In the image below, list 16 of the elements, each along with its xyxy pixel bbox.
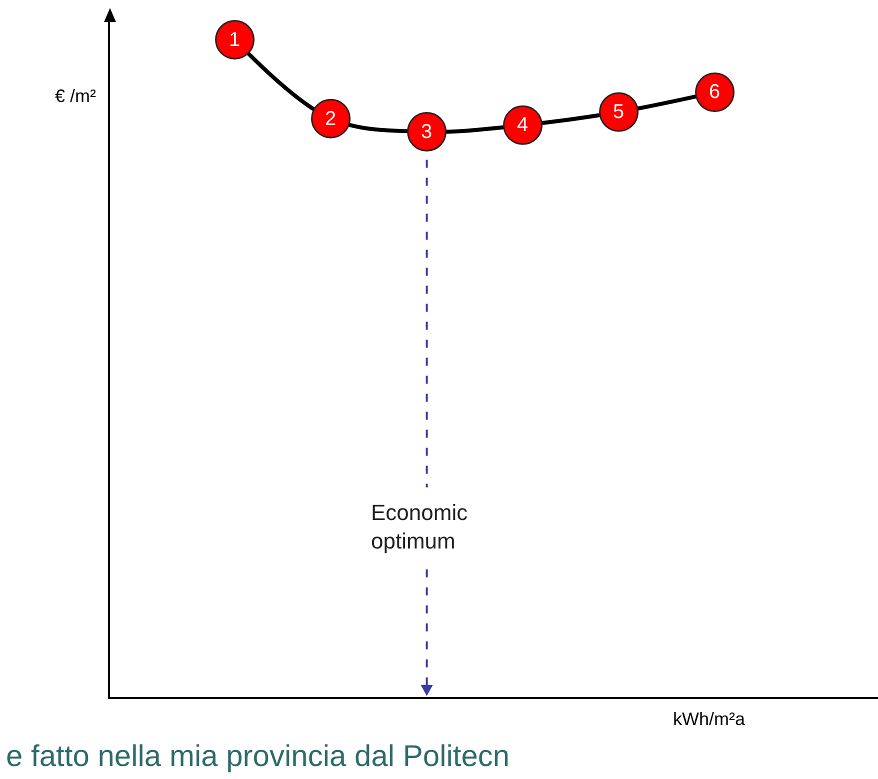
- point: [311, 98, 351, 138]
- annotation: 1: [229, 29, 240, 51]
- annotation: 3: [421, 121, 432, 143]
- point: [503, 105, 543, 145]
- x-axis-title: kWh/m²a: [673, 709, 746, 729]
- annotation: 2: [325, 108, 336, 130]
- annotation: 4: [517, 114, 528, 136]
- text: e fatto nella mia provincia dal Politecn: [6, 740, 510, 773]
- point: [599, 92, 639, 132]
- point: [215, 20, 255, 60]
- annotation: Economic optimum: [371, 500, 468, 554]
- annotation: 6: [709, 81, 720, 103]
- text: € /m²: [55, 86, 96, 106]
- point: [407, 112, 447, 152]
- point: [695, 72, 735, 112]
- annotation: 5: [613, 101, 624, 123]
